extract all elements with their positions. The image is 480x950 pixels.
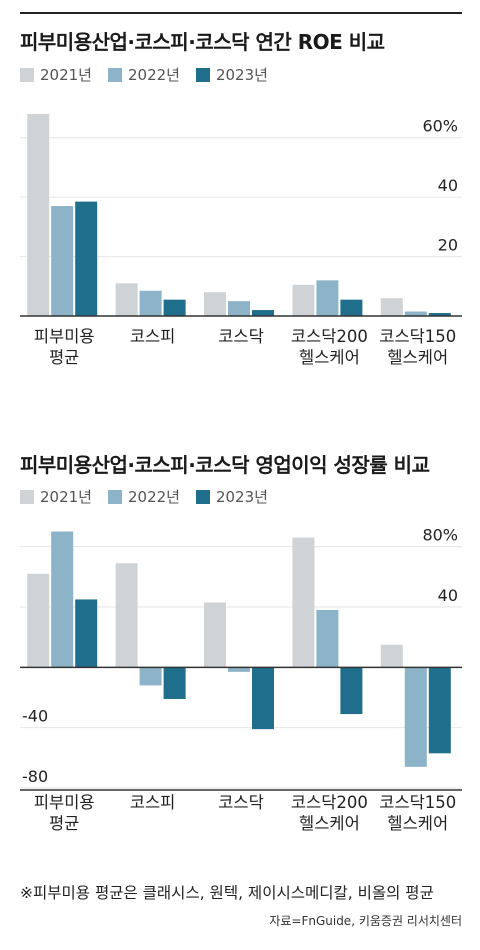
legend-swatch	[20, 67, 34, 82]
bar-2022년	[139, 667, 162, 686]
category-label: 평균	[49, 814, 79, 833]
bar-2022년	[228, 667, 250, 672]
bar-2023년	[252, 667, 274, 730]
category-label: 코스닥	[218, 327, 264, 346]
chart-title: 피부미용산업·코스피·코스닥 영업이익 성장률 비교	[20, 453, 430, 477]
bar-2022년	[228, 301, 250, 316]
category-label: 코스닥200	[291, 327, 368, 346]
bar-2021년	[380, 298, 403, 316]
bar-2021년	[204, 602, 226, 668]
category-label: 헬스케어	[387, 348, 448, 367]
top-rule	[20, 12, 462, 14]
legend-item-2023: 2023년	[195, 64, 268, 85]
y-tick-label: 80%	[422, 526, 458, 545]
y-tick-label: 40	[438, 176, 458, 195]
bar-2023년	[163, 299, 186, 316]
legend-item-2022: 2022년	[107, 486, 180, 507]
category-label: 피부미용	[34, 793, 95, 812]
bar-2022년	[404, 667, 427, 767]
bar-2022년	[316, 280, 339, 316]
category-label: 코스닥200	[291, 793, 368, 812]
bar-2022년	[51, 531, 74, 668]
legend-item-2023: 2023년	[195, 486, 268, 507]
category-label: 헬스케어	[299, 348, 360, 367]
category-label: 피부미용	[34, 327, 95, 346]
bar-2021년	[27, 113, 50, 316]
roe-chart: 피부미용산업·코스피·코스닥 연간 ROE 비교 2021년 2022년 202…	[0, 0, 480, 420]
bar-2021년	[27, 573, 50, 668]
bar-2021년	[380, 644, 403, 668]
y-tick-label: 40	[438, 586, 458, 605]
source-note: 자료=FnGuide, 키움증권 리서치센터	[269, 914, 462, 928]
legend-swatch	[195, 489, 210, 504]
legend-item-2021: 2021년	[20, 486, 92, 507]
bar-2022년	[51, 206, 74, 316]
category-label: 평균	[49, 348, 79, 367]
footnote: ※피부미용 평균은 클래시스, 원텍, 제이시스메디칼, 비올의 평균	[20, 884, 434, 902]
bar-2023년	[163, 667, 186, 699]
bar-2022년	[404, 311, 427, 316]
bar-2021년	[292, 284, 315, 316]
bar-2023년	[340, 667, 363, 715]
legend-item-2021: 2021년	[20, 64, 92, 85]
category-label: 코스닥150	[379, 327, 456, 346]
chart-legend: 2021년 2022년 2023년	[20, 64, 268, 85]
legend-swatch	[20, 489, 34, 504]
category-label: 코스피	[130, 793, 176, 812]
bar-2022년	[316, 609, 339, 668]
bar-2023년	[428, 313, 451, 316]
chart-legend: 2021년 2022년 2023년	[20, 486, 268, 507]
category-label: 코스닥	[218, 793, 264, 812]
legend-item-2022: 2022년	[107, 64, 180, 85]
y-tick-label: -40	[22, 707, 48, 726]
bar-2023년	[428, 667, 451, 754]
y-tick-label: -80	[22, 767, 48, 786]
category-label: 헬스케어	[387, 814, 448, 833]
legend-swatch	[107, 67, 122, 82]
op-growth-chart: 피부미용산업·코스피·코스닥 영업이익 성장률 비교 2021년 2022년 2…	[20, 453, 462, 833]
chart-title: 피부미용산업·코스피·코스닥 연간 ROE 비교	[20, 30, 385, 54]
legend-swatch	[195, 67, 210, 82]
category-label: 헬스케어	[299, 814, 360, 833]
legend-swatch	[107, 489, 122, 504]
bar-2021년	[115, 283, 138, 316]
bar-2023년	[75, 599, 98, 668]
y-tick-label: 60%	[422, 117, 458, 136]
bar-2021년	[204, 292, 226, 316]
y-tick-label: 20	[438, 236, 458, 255]
category-label: 코스닥150	[379, 793, 456, 812]
bar-2023년	[252, 310, 274, 316]
bar-2021년	[292, 537, 315, 668]
bar-2023년	[340, 299, 363, 316]
category-label: 코스피	[130, 327, 176, 346]
bar-2023년	[75, 201, 98, 316]
bar-2022년	[139, 290, 162, 316]
bar-2021년	[115, 563, 138, 668]
